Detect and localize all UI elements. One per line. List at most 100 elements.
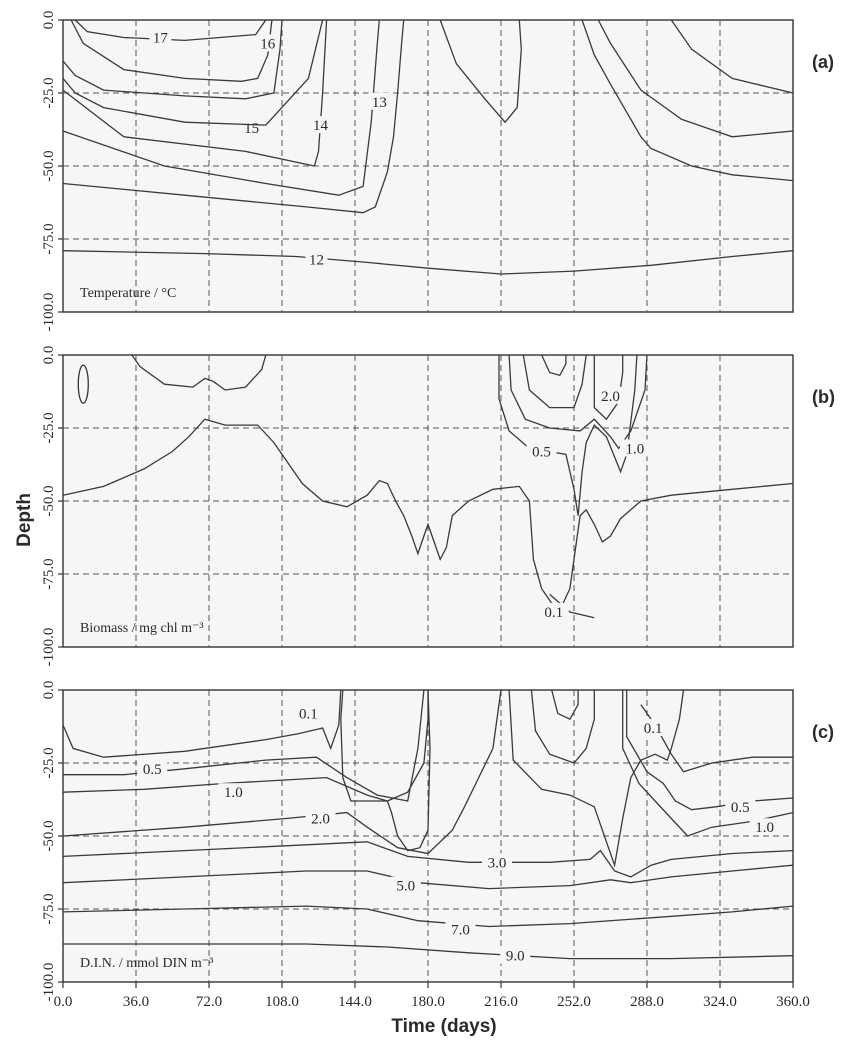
x-tick-label: 216.0 <box>484 994 518 1010</box>
panel-letter: (c) <box>812 722 834 742</box>
contour-label-background <box>526 442 557 460</box>
contour-label: 1.0 <box>224 785 243 801</box>
contour-label-background <box>638 718 669 736</box>
panel-2: 0.0 -25.0 -50.0 -75.0 -100.0 0.5 1.0 2.0 0.1 Biom… <box>41 346 835 667</box>
contour-label: 0.1 <box>299 706 318 722</box>
x-tick-label: 36.0 <box>123 994 149 1010</box>
panel-letter: (b) <box>812 387 835 407</box>
y-tick-label: -100.0 <box>41 628 57 667</box>
contour-line <box>622 690 794 837</box>
y-tick-label: -25.0 <box>41 77 57 108</box>
y-tick-label: -100.0 <box>41 293 57 332</box>
contour-label-background <box>305 250 328 268</box>
x-tick-label: 288.0 <box>630 994 664 1010</box>
contour-line <box>593 355 624 421</box>
contour-label-background <box>538 602 569 620</box>
panel-3: 0.0 -25.0 -50.0 -75.0 -100.0 0.1 0.5 1.0 2.0 3.0 5… <box>41 681 834 1010</box>
contour-line <box>498 354 638 516</box>
contour-label-background <box>390 876 421 894</box>
contour-line <box>62 250 794 275</box>
contour-line <box>62 19 328 167</box>
contour-label: 16 <box>260 36 276 52</box>
y-tick-label: -75.0 <box>41 223 57 254</box>
contour-line <box>62 418 794 607</box>
y-tick-label: 0.0 <box>41 346 57 365</box>
y-tick-label: -75.0 <box>41 893 57 924</box>
contour-line <box>670 19 794 94</box>
contour-line <box>62 19 283 100</box>
contour-label: 12 <box>309 252 324 268</box>
contour-line <box>530 689 595 764</box>
contour-label: 1.0 <box>625 441 644 457</box>
contour-line <box>131 354 267 391</box>
contour-label-background <box>595 386 626 404</box>
y-tick-label: 0.0 <box>41 681 57 700</box>
y-tick-label: -25.0 <box>41 747 57 778</box>
contour-line <box>62 864 794 890</box>
panel-quantity-label: Temperature / °C <box>80 286 176 301</box>
contour-label-background <box>481 853 512 871</box>
contour-label-background <box>305 809 336 827</box>
contour-label-background <box>218 783 249 801</box>
scale-ellipse-marker <box>77 364 89 404</box>
contour-label: 3.0 <box>488 855 507 871</box>
contour-line <box>340 689 431 852</box>
contour-line <box>70 19 273 82</box>
x-tick-label: 324.0 <box>703 994 737 1010</box>
contour-line <box>62 690 429 802</box>
contour-line <box>62 841 794 878</box>
contour-line <box>581 19 794 182</box>
y-tick-label: -25.0 <box>41 412 57 443</box>
contour-label-background <box>619 439 650 457</box>
y-tick-label: -50.0 <box>41 820 57 851</box>
contour-line <box>551 689 579 721</box>
contour-label: 0.1 <box>644 721 663 737</box>
contour-label: 0.5 <box>143 762 162 778</box>
contour-label-background <box>240 119 263 137</box>
contour-label: 17 <box>153 31 169 47</box>
y-axis-title: Depth <box>14 493 35 547</box>
contour-line <box>549 593 595 619</box>
contour-label: 14 <box>313 118 329 134</box>
contour-label: 2.0 <box>601 389 620 405</box>
contour-label-background <box>500 946 531 964</box>
panel-letter: (a) <box>812 52 834 72</box>
contour-label-background <box>749 818 780 836</box>
y-tick-label: -100.0 <box>41 963 57 1002</box>
y-tick-label: 0.0 <box>41 11 57 30</box>
x-tick-label: 72.0 <box>196 994 222 1010</box>
contour-line <box>597 19 794 138</box>
x-tick-label: 360.0 <box>776 994 810 1010</box>
contour-label: 0.5 <box>731 800 750 816</box>
panel-1: 0.0 -25.0 -50.0 -75.0 -100.0 17 16 15 14 13 12 Temp… <box>41 11 834 332</box>
contour-label: 13 <box>372 95 387 111</box>
panel-quantity-label: Biomass / mg chl m⁻³ <box>80 621 204 636</box>
x-axis-title: Time (days) <box>391 1016 496 1037</box>
contour-label: 9.0 <box>506 949 525 965</box>
y-tick-label: -50.0 <box>41 485 57 516</box>
contour-line <box>62 689 342 758</box>
y-tick-label: -50.0 <box>41 150 57 181</box>
contour-label-background <box>256 34 279 52</box>
contour-line <box>522 354 587 409</box>
x-tick-label: 0.0 <box>54 994 73 1010</box>
contour-line <box>62 19 405 214</box>
contour-label: 15 <box>244 121 259 137</box>
contour-line <box>541 354 567 377</box>
contour-label: 5.0 <box>396 879 415 895</box>
contour-line <box>62 19 324 126</box>
contour-label: 2.0 <box>311 811 330 827</box>
contour-label-background <box>445 920 476 938</box>
contour-label-background <box>149 28 172 46</box>
contour-label-background <box>725 797 756 815</box>
contour-line <box>63 943 794 960</box>
contour-line <box>439 19 522 124</box>
contour-label-background <box>309 116 332 134</box>
contour-label: 7.0 <box>451 922 470 938</box>
x-tick-label: 144.0 <box>338 994 372 1010</box>
contour-line <box>508 354 648 450</box>
contour-label: 0.5 <box>532 444 551 460</box>
contour-label-background <box>137 759 168 777</box>
contour-label: 1.0 <box>755 820 774 836</box>
